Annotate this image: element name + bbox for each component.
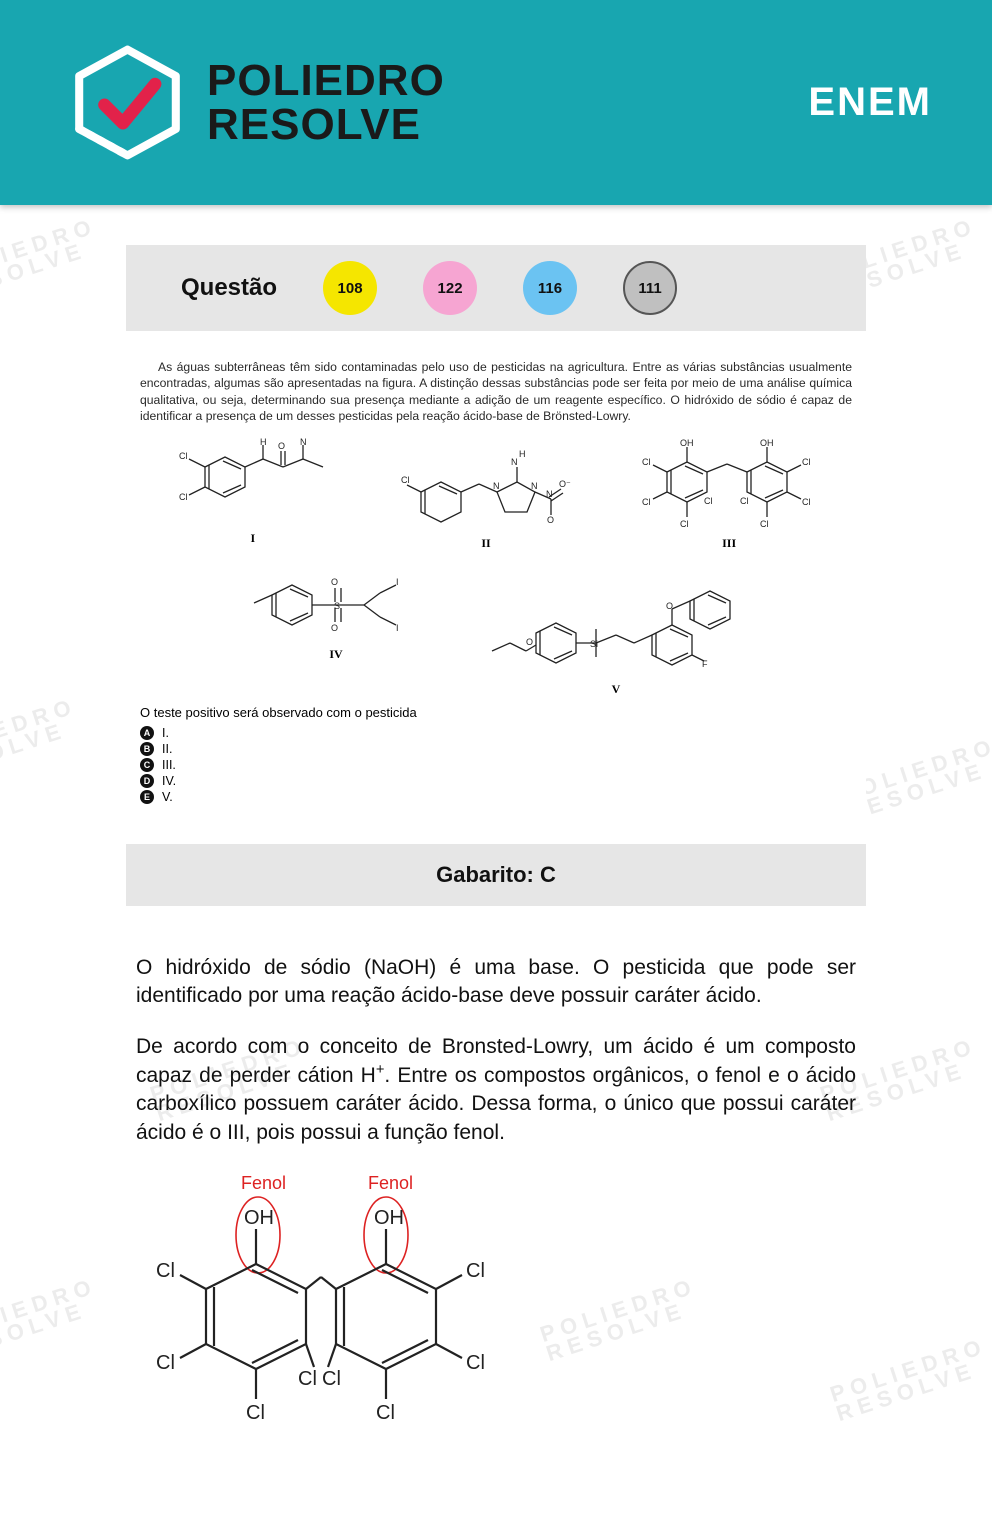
- svg-text:Cl: Cl: [642, 497, 651, 507]
- molecule-row-top: Cl Cl H O N I: [140, 437, 852, 551]
- svg-text:Si: Si: [590, 639, 598, 649]
- page-header: POLIEDRO RESOLVE ENEM: [0, 0, 992, 205]
- svg-text:N: N: [546, 489, 553, 499]
- badge-yellow: 108: [323, 261, 377, 315]
- svg-text:I: I: [396, 623, 399, 633]
- svg-text:Cl: Cl: [802, 497, 811, 507]
- brand-line2: RESOLVE: [207, 103, 445, 147]
- question-excerpt: As águas subterrâneas têm sido contamina…: [126, 349, 866, 824]
- svg-text:O: O: [278, 441, 285, 451]
- svg-text:OH: OH: [374, 1207, 404, 1229]
- content-area: Questão 108 122 116 111 As águas subterr…: [0, 205, 992, 1489]
- svg-text:O: O: [666, 601, 673, 611]
- explanation-para2: De acordo com o conceito de Bronsted-Low…: [136, 1033, 856, 1147]
- answer-text: Gabarito: C: [436, 862, 556, 888]
- svg-text:Cl: Cl: [760, 519, 769, 529]
- svg-text:O: O: [526, 637, 533, 647]
- svg-text:O: O: [331, 623, 338, 633]
- explanation-para1: O hidróxido de sódio (NaOH) é uma base. …: [136, 954, 856, 1011]
- fenol-label-left: Fenol: [241, 1173, 286, 1193]
- molecule-III: OH OH Cl Cl Cl Cl Cl Cl Cl Cl III: [642, 437, 817, 551]
- option-A: AI.: [140, 726, 852, 740]
- svg-text:Cl: Cl: [179, 451, 188, 461]
- svg-text:Cl: Cl: [179, 492, 188, 502]
- option-B: BII.: [140, 742, 852, 756]
- badge-gray: 111: [623, 261, 677, 315]
- svg-text:F: F: [702, 659, 708, 669]
- svg-text:OH: OH: [244, 1207, 274, 1229]
- molecule-row-bottom: O O S I I IV: [140, 563, 852, 697]
- mol-label-III: III: [722, 536, 736, 551]
- option-E: EV.: [140, 790, 852, 804]
- answer-bar: Gabarito: C: [126, 844, 866, 906]
- molecule-II: Cl N N N H N O⁻ O II: [401, 437, 571, 551]
- svg-text:Cl: Cl: [156, 1352, 175, 1374]
- logo-hex-icon: [70, 45, 185, 160]
- svg-text:O: O: [331, 577, 338, 587]
- svg-text:N: N: [493, 481, 500, 491]
- molecule-I: Cl Cl H O N I: [175, 437, 330, 551]
- svg-text:Cl: Cl: [322, 1368, 341, 1390]
- svg-text:Cl: Cl: [680, 519, 689, 529]
- option-D: DIV.: [140, 774, 852, 788]
- brand-line1: POLIEDRO: [207, 59, 445, 103]
- svg-text:Cl: Cl: [466, 1260, 485, 1282]
- badge-pink: 122: [423, 261, 477, 315]
- svg-text:OH: OH: [680, 438, 694, 448]
- svg-text:O⁻: O⁻: [559, 479, 571, 489]
- fenol-label-right: Fenol: [368, 1173, 413, 1193]
- option-C: CIII.: [140, 758, 852, 772]
- svg-text:N: N: [300, 437, 307, 447]
- svg-text:Cl: Cl: [246, 1402, 265, 1424]
- svg-text:Cl: Cl: [401, 475, 410, 485]
- mol-label-II: II: [481, 536, 490, 551]
- svg-text:S: S: [334, 601, 340, 611]
- svg-text:I: I: [396, 577, 399, 587]
- svg-text:Cl: Cl: [740, 496, 749, 506]
- svg-text:N: N: [531, 481, 538, 491]
- phenol-figure: Fenol Fenol: [146, 1169, 506, 1429]
- question-number-bar: Questão 108 122 116 111: [126, 245, 866, 331]
- svg-text:OH: OH: [760, 438, 774, 448]
- mol-label-IV: IV: [329, 647, 342, 662]
- svg-text:Cl: Cl: [376, 1402, 395, 1424]
- svg-text:N: N: [511, 457, 518, 467]
- molecule-IV: O O S I I IV: [246, 563, 426, 697]
- mol-label-V: V: [612, 682, 621, 697]
- question-intro: As águas subterrâneas têm sido contamina…: [140, 359, 852, 425]
- mol-label-I: I: [250, 531, 255, 546]
- explanation: O hidróxido de sódio (NaOH) é uma base. …: [126, 954, 866, 1429]
- brand-text: POLIEDRO RESOLVE: [207, 59, 445, 147]
- molecule-V: O Si F O V: [486, 563, 746, 697]
- svg-text:Cl: Cl: [466, 1352, 485, 1374]
- svg-text:Cl: Cl: [802, 457, 811, 467]
- svg-text:Cl: Cl: [156, 1260, 175, 1282]
- svg-text:H: H: [260, 437, 267, 447]
- svg-text:Cl: Cl: [298, 1368, 317, 1390]
- badge-blue: 116: [523, 261, 577, 315]
- question-label: Questão: [181, 274, 277, 302]
- exam-label: ENEM: [808, 80, 932, 125]
- question-prompt: O teste positivo será observado com o pe…: [140, 705, 852, 720]
- svg-text:Cl: Cl: [704, 496, 713, 506]
- svg-text:H: H: [519, 449, 526, 459]
- options-list: AI. BII. CIII. DIV. EV.: [140, 726, 852, 804]
- svg-text:O: O: [547, 515, 554, 525]
- svg-text:Cl: Cl: [642, 457, 651, 467]
